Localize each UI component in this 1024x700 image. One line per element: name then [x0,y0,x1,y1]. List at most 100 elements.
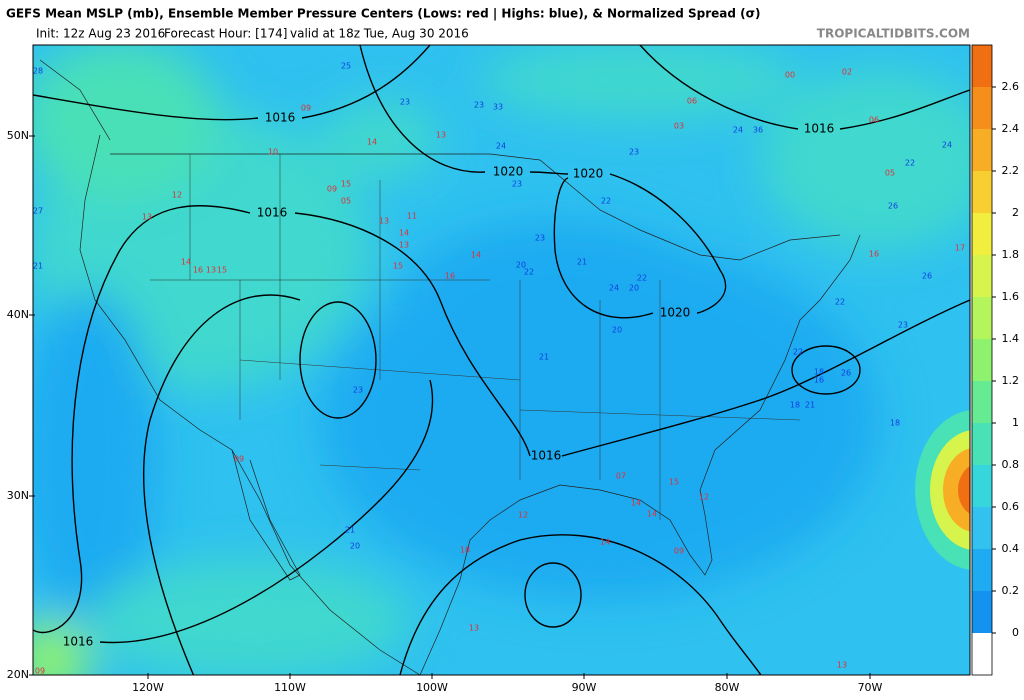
high-center: 21 [345,526,355,535]
high-center: 21 [539,353,549,362]
low-center: 03 [674,122,684,131]
lat-label: 20N [7,668,29,681]
high-center: 23 [353,386,363,395]
colorbar-label: 1.2 [1002,374,1020,387]
high-center: 23 [629,148,639,157]
colorbar-label: 0.8 [1002,458,1020,471]
colorbar-segment [972,465,992,507]
forecast-hour: Forecast Hour: [174] [164,27,287,41]
borders [150,154,801,520]
high-center: 28 [33,67,43,76]
low-center: 13 [436,131,446,140]
colorbar-label: 0.6 [1002,500,1020,513]
high-center: 26 [922,272,932,281]
coastlines [39,59,861,675]
colorbar-segment [972,171,992,213]
isobar-label: 1016 [265,111,296,125]
lon-label: 90W [572,681,597,694]
high-center: 21 [33,262,43,271]
lat-label: 40N [7,308,29,321]
map-frame [32,44,971,676]
low-center: 13 [142,213,152,222]
colorbar-segment [972,129,992,171]
low-center: 09 [301,104,311,113]
colorbar-segment [972,633,992,675]
lon-label: 80W [715,681,740,694]
low-center: 16 [193,266,203,275]
credit: TROPICALTIDBITS.COM [817,27,970,41]
low-center: 14 [631,499,641,508]
lon-label: 120W [132,681,164,694]
colorbar-segment [972,591,992,633]
low-center: 13 [469,624,479,633]
colorbar-label: 2 [1012,206,1019,219]
colorbar-segment [972,45,992,87]
high-center: 26 [841,369,851,378]
high-center: 16 [814,376,824,385]
low-center: 13 [399,241,409,250]
low-center: 16 [445,272,455,281]
low-center: 09 [327,185,337,194]
high-center: 24 [496,142,506,151]
colorbar-label: 1.8 [1002,248,1020,261]
low-center: 14 [181,258,191,267]
low-center: 12 [699,493,709,502]
lat-label: 50N [7,129,29,142]
high-center: 22 [835,298,845,307]
low-center: 15 [669,478,679,487]
colorbar-label: 1 [1012,416,1019,429]
high-center: 22 [637,274,647,283]
high-center: 21 [577,258,587,267]
low-center: 11 [407,212,417,221]
low-center: 12 [518,511,528,520]
high-center: 23 [474,101,484,110]
high-center: 22 [601,197,611,206]
colorbar-segment [972,507,992,549]
isobar-label: 1020 [493,165,524,179]
colorbar-segment [972,87,992,129]
low-center: 00 [785,71,795,80]
high-center: 22 [793,348,803,357]
high-center: 24 [942,141,952,150]
low-center: 06 [687,97,697,106]
isobars [33,45,970,675]
low-center: 07 [616,472,626,481]
high-center: 18 [790,401,800,410]
lon-label: 110W [274,681,306,694]
low-center: 09 [35,667,45,676]
colorbar-segment [972,381,992,423]
colorbar-frame [971,44,993,676]
isobar-label: 1020 [660,306,691,320]
high-center: 25 [341,62,351,71]
high-center: 22 [524,268,534,277]
colorbar-segment [972,297,992,339]
isobar-label: 1016 [531,449,562,463]
low-center: 05 [341,197,351,206]
colorbar-label: 2.4 [1002,122,1020,135]
colorbar-segment [972,339,992,381]
low-center: 05 [885,169,895,178]
high-center: 24 [609,284,619,293]
low-center: 12 [172,191,182,200]
high-center: 23 [400,98,410,107]
low-center: 16 [869,250,879,259]
colorbar-segment [972,549,992,591]
high-center: 20 [350,542,360,551]
low-center: 15 [217,266,227,275]
isobar-label: 1016 [257,206,288,220]
low-center: 13 [837,661,847,670]
colorbar-label: 2.6 [1002,80,1020,93]
low-center: 10 [268,148,278,157]
low-center: 14 [600,538,610,547]
high-center: 22 [905,159,915,168]
low-center: 09 [234,455,244,464]
colorbar-label: 0.2 [1002,584,1020,597]
valid-time: valid at 18z Tue, Aug 30 2016 [290,27,469,41]
high-center: 20 [629,284,639,293]
high-center: 27 [33,207,43,216]
high-center: 33 [493,103,503,112]
high-center: 26 [888,202,898,211]
high-center: 18 [814,368,824,377]
colorbar-label: 1.6 [1002,290,1020,303]
